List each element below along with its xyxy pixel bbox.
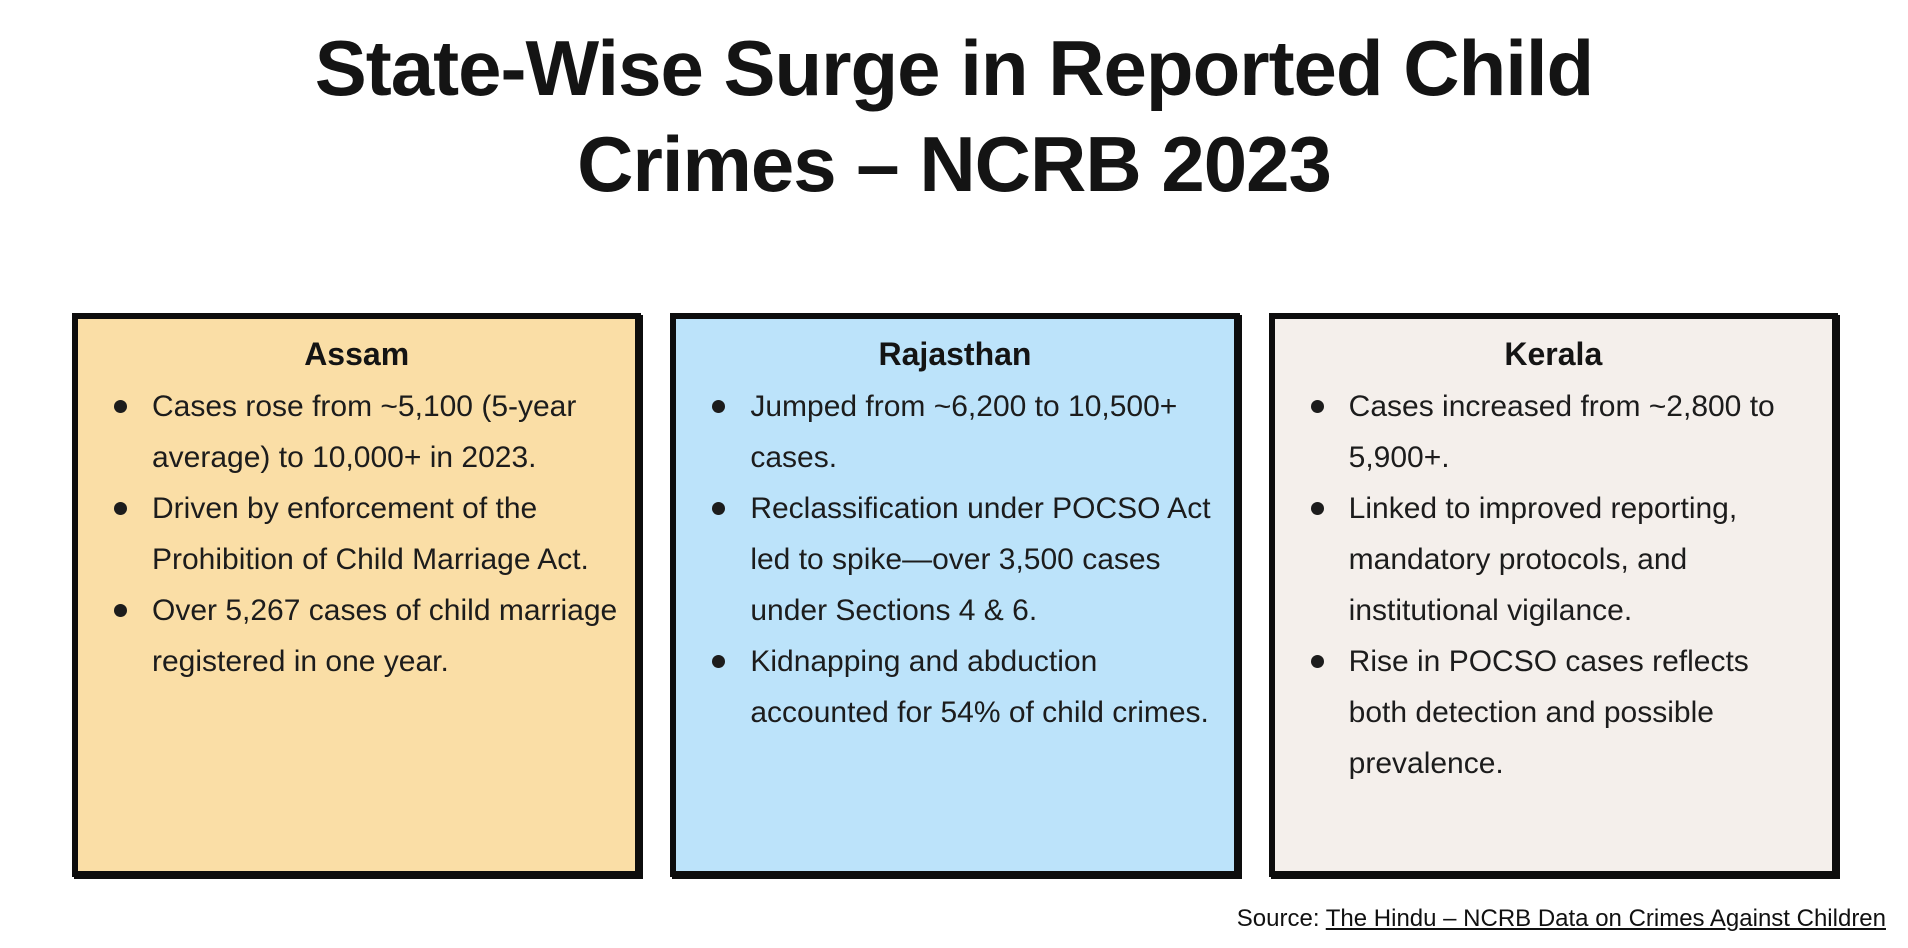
- state-card-assam: Assam Cases rose from ~5,100 (5-year ave…: [72, 313, 642, 877]
- state-card-title: Kerala: [1504, 336, 1603, 372]
- bullet-item: Linked to improved reporting, mandatory …: [1275, 483, 1814, 636]
- state-card-rajasthan: Rajasthan Jumped from ~6,200 to 10,500+ …: [670, 313, 1240, 877]
- page-title-line-1: State-Wise Surge in Reported Child: [314, 24, 1594, 112]
- bullet-item: Jumped from ~6,200 to 10,500+ cases.: [676, 381, 1215, 483]
- page-title: State-Wise Surge in Reported Child Crime…: [0, 20, 1908, 212]
- state-card-kerala: Kerala Cases increased from ~2,800 to 5,…: [1268, 313, 1838, 877]
- bullet-item: Cases rose from ~5,100 (5-year average) …: [78, 381, 617, 483]
- bullet-item: Over 5,267 cases of child marriage regis…: [78, 585, 617, 687]
- source-line: Source: The Hindu – NCRB Data on Crimes …: [1237, 903, 1886, 935]
- source-link[interactable]: The Hindu – NCRB Data on Crimes Against …: [1325, 905, 1886, 932]
- state-card-bullets: Jumped from ~6,200 to 10,500+ cases. Recl…: [676, 381, 1233, 738]
- bullet-item: Driven by enforcement of the Prohibition…: [78, 483, 617, 585]
- state-card-bullets: Cases increased from ~2,800 to 5,900+. Li…: [1275, 381, 1832, 789]
- bullet-item: Cases increased from ~2,800 to 5,900+.: [1275, 381, 1814, 483]
- state-card-bullets: Cases rose from ~5,100 (5-year average) …: [78, 381, 635, 687]
- bullet-item: Rise in POCSO cases reflects both detect…: [1275, 636, 1814, 789]
- state-card-title: Assam: [304, 336, 410, 372]
- source-label: Source:: [1236, 905, 1326, 932]
- page-title-line-2: Crimes – NCRB 2023: [577, 120, 1332, 208]
- bullet-item: Reclassification under POCSO Act led to …: [676, 483, 1215, 636]
- state-card-title: Rajasthan: [878, 336, 1032, 372]
- bullet-item: Kidnapping and abduction accounted for 5…: [676, 636, 1215, 738]
- state-cards-row: Assam Cases rose from ~5,100 (5-year ave…: [72, 313, 1838, 877]
